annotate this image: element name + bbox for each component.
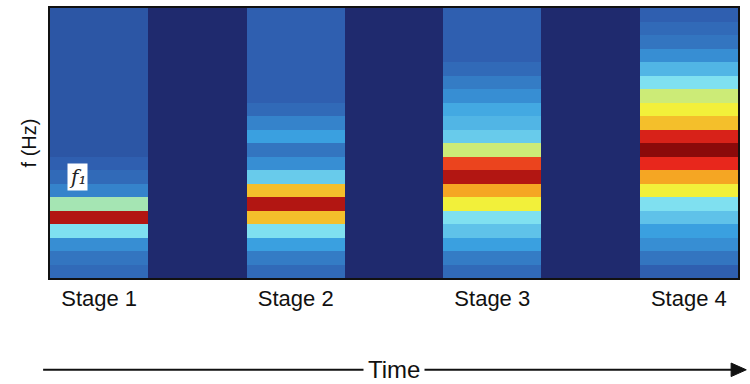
svg-text:Stage 3: Stage 3	[454, 286, 530, 311]
svg-text:f₁: f₁	[69, 165, 86, 189]
svg-text:f (Hz): f (Hz)	[18, 119, 40, 168]
svg-text:Time: Time	[368, 356, 420, 383]
svg-text:Stage 4: Stage 4	[651, 286, 727, 311]
svg-text:Stage 1: Stage 1	[61, 286, 137, 311]
svg-text:Stage 2: Stage 2	[258, 286, 334, 311]
